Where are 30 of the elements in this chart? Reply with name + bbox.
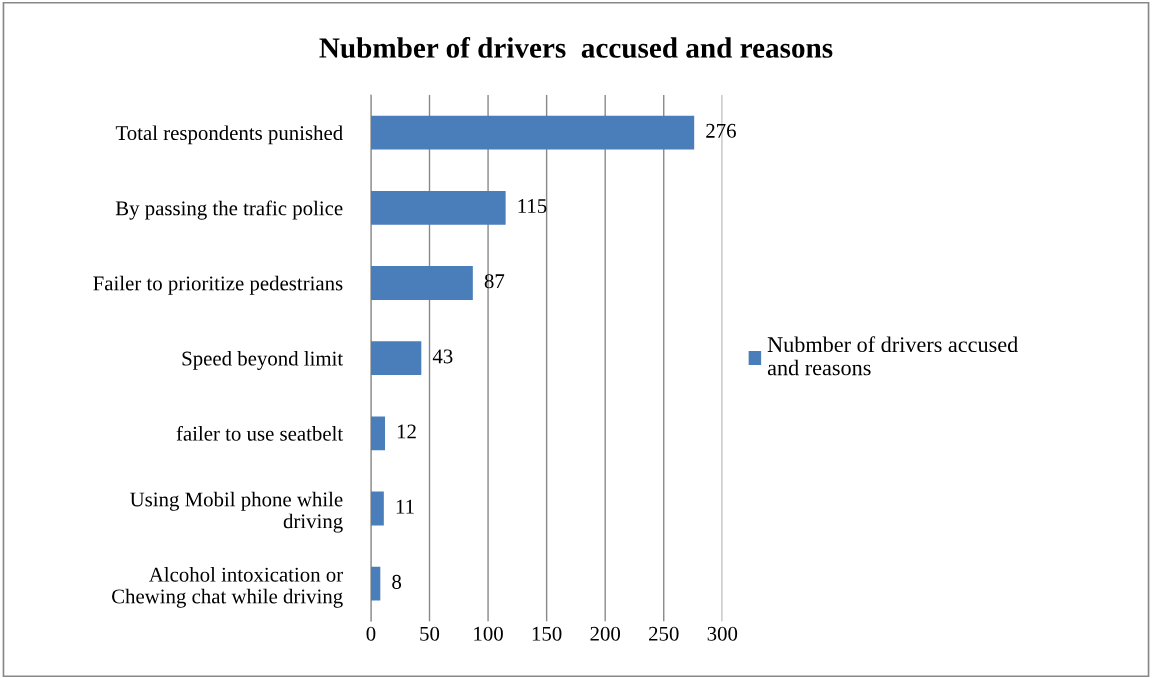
x-tick-label: 150 [532,626,562,641]
bar [370,341,422,376]
chart-title: Nubmber of drivers accused and reasons [319,37,833,58]
bar [370,416,385,451]
y-tick-label: Using Mobil phone while driving [130,491,343,533]
bar [370,190,506,225]
x-tick-label: 50 [420,626,440,641]
bar [370,491,384,526]
x-tick-label: 0 [366,626,376,641]
data-label: 8 [392,574,402,589]
data-label: 87 [484,274,505,289]
x-tick-label: 300 [707,626,738,641]
y-tick-label: Speed beyond limit [182,350,344,370]
bar [370,566,381,601]
data-label: 115 [518,199,547,214]
data-label: 12 [397,424,416,439]
y-tick-label: Alcohol intoxication or Chewing chat while driving [112,567,343,608]
y-tick-label: By passing the trafic police [115,200,343,220]
y-tick-label: Total respondents punished [115,125,343,145]
y-tick-label: Failer to prioritize pedestrians [93,275,343,295]
x-tick-label: 200 [590,626,621,641]
bar [370,266,473,300]
data-label: 11 [396,499,414,514]
legend-label: Nubmber of drivers accused and reasons [767,336,1018,376]
bar [370,115,695,150]
y-tick-label: failer to use seatbelt [176,425,344,441]
data-label: 43 [432,349,453,364]
data-label: 276 [706,123,736,138]
x-tick-label: 100 [474,626,503,641]
x-tick-label: 250 [649,626,679,641]
